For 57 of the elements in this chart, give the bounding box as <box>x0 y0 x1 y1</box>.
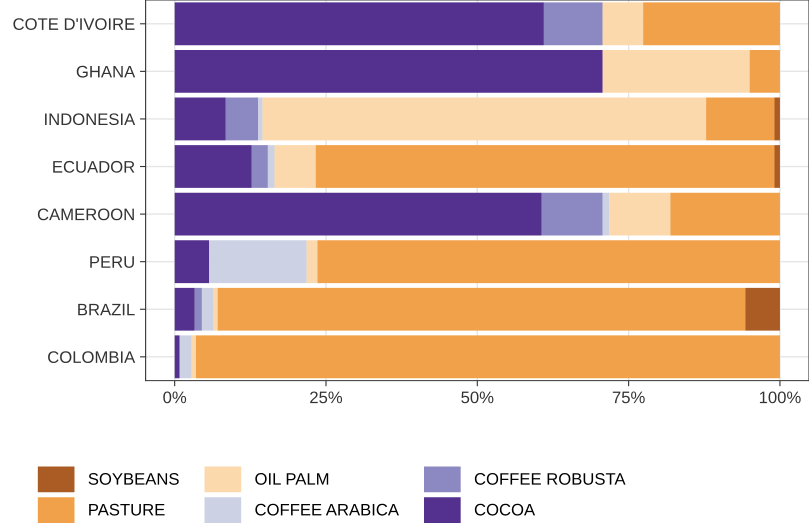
legend-label: PASTURE <box>89 504 165 516</box>
bar <box>202 288 214 331</box>
y-tick-label: BRAZIL <box>78 304 135 316</box>
bar <box>258 98 262 140</box>
x-tick-label: 0% <box>163 391 186 404</box>
bar <box>218 288 746 331</box>
bar <box>174 240 210 284</box>
y-tick-label: PERU <box>90 256 134 268</box>
legend-label: COFFEE ARABICA <box>255 504 399 516</box>
bar <box>643 2 780 46</box>
y-tick-label: COLOMBIA <box>48 351 136 364</box>
bar <box>192 335 196 378</box>
bar <box>318 240 780 284</box>
y-tick-label: INDONESIA <box>45 113 136 126</box>
y-tick-label: COTE D'IVOIRE <box>13 18 134 30</box>
bar <box>541 192 603 236</box>
bar <box>609 192 670 236</box>
legend-label: OIL PALM <box>255 473 328 485</box>
bar <box>670 192 780 236</box>
x-tick-label: 100% <box>760 391 801 404</box>
y-tick-label: GHANA <box>76 66 136 78</box>
bar <box>774 98 780 140</box>
bar <box>544 2 603 46</box>
x-tick-label: 75% <box>612 392 645 404</box>
bar <box>174 192 542 236</box>
x-tick-label: 50% <box>461 391 494 404</box>
bar <box>268 145 275 188</box>
bar <box>213 288 218 331</box>
bar <box>252 145 268 188</box>
bar <box>226 98 258 140</box>
bar <box>174 335 180 378</box>
bar <box>174 288 195 331</box>
bar <box>706 98 774 140</box>
bar <box>316 145 774 188</box>
y-tick-label: CAMEROON <box>38 208 134 220</box>
bar <box>750 50 780 93</box>
bar <box>174 98 226 140</box>
bar <box>174 145 252 188</box>
legend-label: COCOA <box>474 504 536 516</box>
bar <box>274 145 316 188</box>
bar <box>174 2 544 46</box>
bar <box>602 2 644 46</box>
bar <box>602 192 610 236</box>
bar <box>209 240 307 284</box>
bar <box>174 50 603 93</box>
bar <box>774 145 780 188</box>
y-tick-label: ECUADOR <box>53 160 134 173</box>
bar <box>194 288 202 331</box>
legend-label: SOYBEANS <box>88 473 179 485</box>
bar <box>262 98 706 140</box>
bar <box>745 288 780 331</box>
bar <box>602 50 750 93</box>
legend-label: COFFEE ROBUSTA <box>474 473 626 485</box>
x-tick-label: 25% <box>310 391 342 404</box>
bar <box>180 335 192 378</box>
bar <box>306 240 318 284</box>
bar <box>196 335 780 378</box>
